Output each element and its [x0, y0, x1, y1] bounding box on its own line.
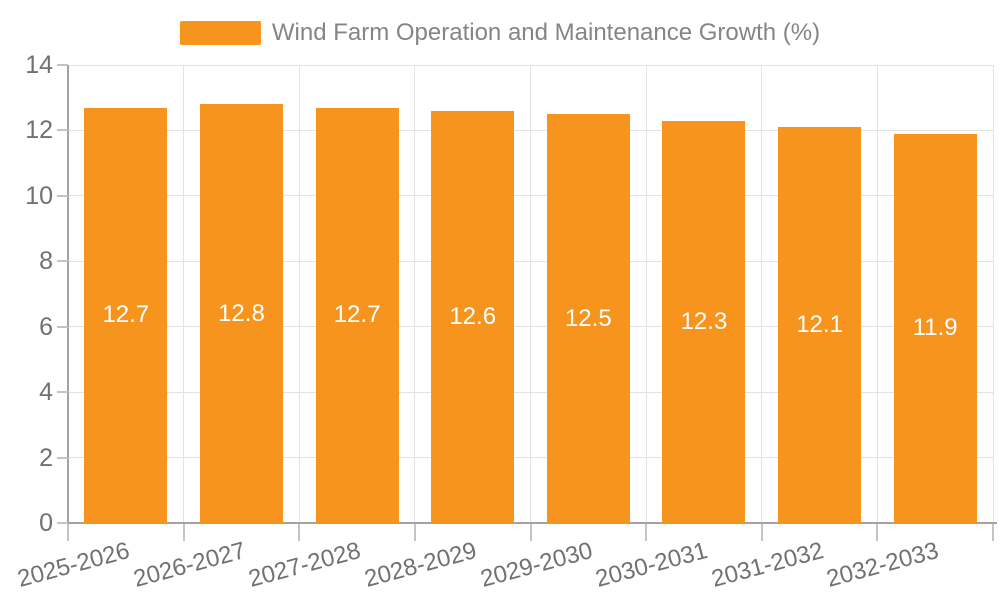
y-axis-tick	[57, 391, 68, 394]
x-axis-line	[68, 522, 997, 524]
x-tick-label: 2026-2027	[130, 537, 249, 593]
y-axis-tick	[57, 129, 68, 132]
y-tick-label: 4	[39, 378, 53, 407]
gridline-vertical	[876, 65, 878, 523]
y-tick-label: 8	[39, 247, 53, 276]
x-axis-tick	[298, 524, 301, 541]
x-tick-label: 2030-2031	[592, 537, 711, 593]
bar-value-label: 12.5	[564, 304, 612, 332]
x-axis-tick	[760, 524, 763, 541]
y-axis-tick	[57, 522, 68, 524]
x-tick-label: 2032-2033	[824, 537, 942, 593]
bar[interactable]: 12.5	[546, 114, 630, 523]
y-axis-tick	[57, 456, 68, 459]
y-tick-label: 2	[39, 443, 53, 472]
bar-value-label: 12.3	[680, 307, 728, 335]
bar[interactable]: 12.6	[431, 110, 515, 523]
bar-value-label: 12.6	[449, 302, 497, 330]
x-tick-label: 2028-2029	[361, 537, 480, 593]
y-tick-label: 14	[25, 51, 53, 79]
bar[interactable]: 11.9	[893, 133, 977, 523]
y-axis-tick	[57, 64, 68, 66]
bar[interactable]: 12.1	[778, 127, 862, 523]
bar-value-label: 12.1	[796, 311, 843, 339]
x-axis-tick	[992, 524, 994, 541]
gridline-vertical	[298, 65, 300, 523]
x-axis-tick	[67, 524, 69, 541]
y-axis-tick	[57, 260, 68, 263]
legend-label: Wind Farm Operation and Maintenance Grow…	[271, 19, 821, 46]
y-axis-tick	[57, 194, 68, 197]
legend-swatch[interactable]	[179, 21, 261, 45]
bar-value-label: 12.7	[333, 301, 381, 329]
x-axis-tick	[876, 524, 879, 541]
x-tick-label: 2029-2030	[477, 537, 596, 593]
y-tick-label: 6	[39, 312, 53, 341]
gridline-vertical	[183, 65, 185, 523]
y-axis-tick	[57, 325, 68, 328]
bar[interactable]: 12.7	[84, 107, 168, 523]
bar-value-label: 12.7	[102, 301, 150, 329]
x-axis-tick	[413, 524, 416, 541]
legend[interactable]: Wind Farm Operation and Maintenance Grow…	[0, 20, 1000, 46]
bar-value-label: 11.9	[912, 314, 958, 342]
gridline-vertical	[992, 65, 994, 523]
x-axis-tick	[645, 524, 648, 541]
bar[interactable]: 12.7	[315, 107, 399, 523]
y-tick-label: 12	[25, 116, 53, 145]
x-tick-label: 2027-2028	[245, 537, 364, 593]
x-axis-tick	[182, 524, 185, 541]
bar[interactable]: 12.8	[199, 104, 283, 523]
gridline-vertical	[761, 65, 763, 523]
gridline-vertical	[645, 65, 647, 523]
gridline-vertical	[414, 65, 416, 523]
y-tick-label: 10	[25, 181, 53, 210]
gridline-vertical	[530, 65, 531, 523]
x-tick-label: 2031-2032	[708, 537, 827, 593]
bar-value-label: 12.8	[218, 299, 265, 327]
x-axis-tick	[529, 524, 532, 541]
bar[interactable]: 12.3	[662, 120, 746, 523]
x-tick-label: 2025-2026	[14, 537, 133, 593]
y-axis-line	[67, 65, 69, 524]
y-tick-label: 0	[39, 509, 53, 537]
